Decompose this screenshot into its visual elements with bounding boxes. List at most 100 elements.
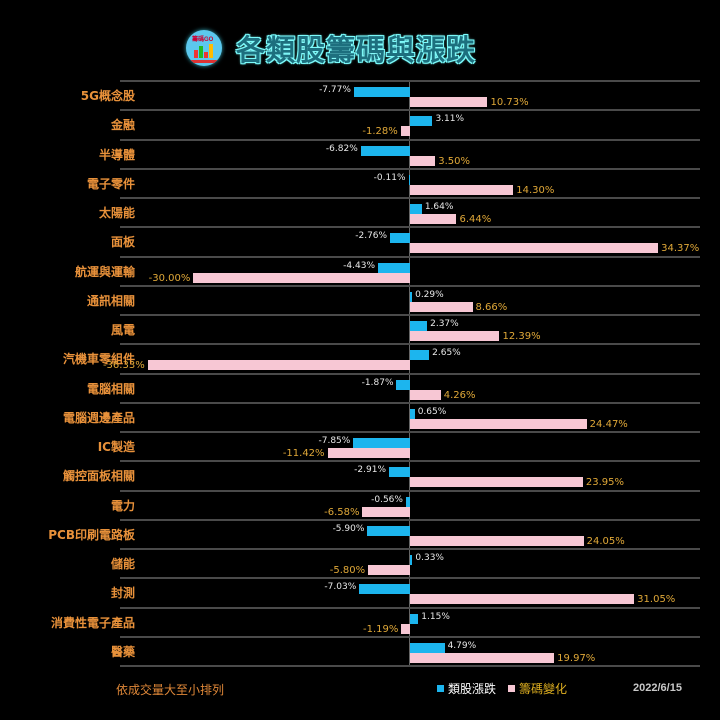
header: 籌碼GO 各類股籌碼與漲跌 <box>186 26 476 70</box>
price-change-value: -2.76% <box>355 231 388 242</box>
gridline <box>120 635 700 638</box>
price-change-bar <box>353 87 410 97</box>
price-change-bar <box>388 467 410 478</box>
chip-change-value: 8.66% <box>475 301 508 313</box>
date-label: 2022/6/15 <box>633 682 682 694</box>
price-change-bar <box>367 525 410 536</box>
price-change-value: -1.87% <box>361 377 394 388</box>
price-change-value: -6.82% <box>325 143 358 154</box>
price-change-bar <box>410 321 428 331</box>
chip-change-bar <box>410 155 436 166</box>
price-change-value: -0.56% <box>371 494 403 505</box>
price-change-bar <box>410 408 415 419</box>
chip-change-bar <box>410 477 583 488</box>
price-change-value: 1.64% <box>424 202 454 212</box>
gridline <box>120 167 700 170</box>
gridline <box>120 138 700 141</box>
gridline <box>120 314 700 316</box>
category-label: 電子零件 <box>86 176 135 191</box>
price-change-bar <box>378 262 410 273</box>
gridline <box>120 460 700 463</box>
chip-change-value: -11.42% <box>282 448 325 459</box>
chip-change-bar <box>368 565 410 575</box>
price-change-bar <box>390 233 410 244</box>
chip-change-bar <box>410 243 659 254</box>
category-label: 半導體 <box>98 147 135 162</box>
price-change-bar <box>410 555 413 565</box>
chip-change-value: 14.30% <box>516 184 555 196</box>
gridline <box>120 284 700 287</box>
gridline <box>120 606 700 609</box>
legend: 類股漲跌 籌碼變化 <box>437 680 567 697</box>
price-change-value: -5.90% <box>332 523 365 534</box>
price-change-value: -4.43% <box>343 260 376 271</box>
legend-label-price: 類股漲跌 <box>448 682 497 696</box>
price-change-value: -7.03% <box>324 582 357 593</box>
chip-change-bar <box>410 184 514 195</box>
chip-change-value: 24.05% <box>586 535 625 547</box>
price-change-value: -2.91% <box>354 465 386 476</box>
chip-change-bar <box>410 652 555 663</box>
gridline <box>120 577 700 580</box>
chip-change-value: 4.26% <box>443 389 476 401</box>
sort-note: 依成交量大至小排列 <box>116 683 225 697</box>
chip-change-value: -1.28% <box>362 126 398 138</box>
chip-change-value: 23.95% <box>585 477 625 489</box>
gridline <box>120 197 700 199</box>
gridline <box>120 665 700 667</box>
price-change-bar <box>408 174 410 185</box>
chip-change-value: -6.58% <box>324 506 360 518</box>
price-change-bar <box>410 642 445 653</box>
category-label: 汽機車零組件 <box>62 352 135 367</box>
chip-change-value: 19.97% <box>557 652 596 664</box>
chip-change-bar <box>410 418 587 429</box>
chip-change-bar <box>410 97 488 107</box>
chip-change-bar <box>410 535 584 546</box>
chip-change-bar <box>147 360 410 371</box>
price-change-value: 0.33% <box>415 553 444 563</box>
gridline <box>120 109 700 112</box>
gridline <box>120 548 700 550</box>
gridline <box>120 431 700 433</box>
chip-change-value: 3.50% <box>438 155 471 167</box>
chip-change-bar <box>400 126 410 137</box>
price-change-value: 1.15% <box>421 611 450 622</box>
category-label: 太陽能 <box>98 206 135 220</box>
gridline <box>120 343 700 346</box>
chip-change-value: 24.47% <box>589 418 628 430</box>
chip-change-bar <box>193 272 410 283</box>
chip-change-value: 12.39% <box>502 331 541 342</box>
category-label: 金融 <box>110 118 135 133</box>
chip-change-bar <box>401 623 410 634</box>
price-change-value: 2.37% <box>430 319 459 329</box>
chip-change-value: 6.44% <box>459 214 492 225</box>
chip-change-value: 10.73% <box>490 97 529 108</box>
gridline <box>120 80 700 82</box>
chip-change-value: 34.37% <box>661 243 700 255</box>
page-title: 各類股籌碼與漲跌 <box>236 33 477 67</box>
category-label: 儲能 <box>110 557 135 571</box>
category-label: 5G概念股 <box>80 89 135 103</box>
chip-change-bar <box>327 448 410 458</box>
price-change-bar <box>359 584 410 595</box>
gridline <box>120 489 700 492</box>
legend-swatch-chip <box>508 685 516 692</box>
chip-change-value: 31.05% <box>637 594 676 606</box>
legend-label-chip: 籌碼變化 <box>519 682 568 696</box>
chip-change-value: -30.00% <box>148 272 191 284</box>
chip-change-bar <box>410 389 441 400</box>
price-change-value: 2.65% <box>432 348 461 359</box>
gridline <box>120 401 700 404</box>
category-label: 電腦相關 <box>86 381 135 396</box>
price-change-bar <box>360 145 410 156</box>
price-change-value: 0.29% <box>415 289 444 300</box>
category-label: 電力 <box>110 498 135 513</box>
chip-change-bar <box>410 301 473 312</box>
price-change-value: -7.77% <box>319 85 351 95</box>
chip-change-bar <box>410 214 457 224</box>
category-label: 消費性電子產品 <box>50 615 135 630</box>
price-change-bar <box>405 496 410 507</box>
price-change-bar <box>410 350 430 361</box>
price-change-value: 4.79% <box>447 640 477 651</box>
